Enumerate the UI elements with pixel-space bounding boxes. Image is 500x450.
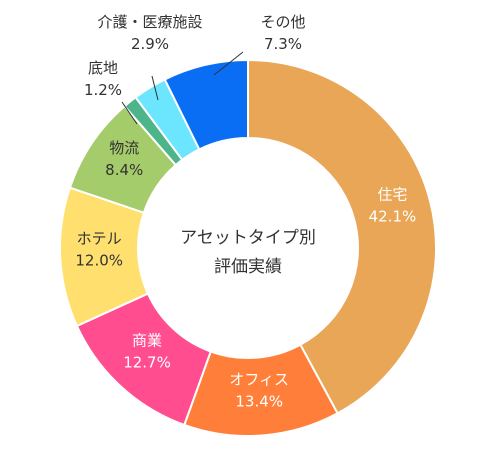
slice-label-商業: 商業 <box>132 332 162 350</box>
leader-lines-group <box>121 51 244 125</box>
slice-value-介護・医療施設: 2.9% <box>131 35 169 53</box>
slice-value-オフィス: 13.4% <box>235 393 283 411</box>
slice-label-オフィス: オフィス <box>229 371 289 389</box>
leader-line-底地 <box>121 101 138 125</box>
slice-label-物流: 物流 <box>109 139 139 157</box>
slice-label-住宅: 住宅 <box>377 185 407 203</box>
slice-label-底地: 底地 <box>88 59 118 77</box>
slice-value-商業: 12.7% <box>123 354 171 372</box>
slice-label-介護・医療施設: 介護・医療施設 <box>97 13 202 31</box>
slice-value-物流: 8.4% <box>105 161 143 179</box>
labels-group: 住宅 42.1% オフィス 13.4% 商業 12.7% ホテル 12.0% 物流 8.4% 底地 1… <box>75 13 416 411</box>
slice-value-ホテル: 12.0% <box>75 251 123 269</box>
slice-value-住宅: 42.1% <box>369 207 417 225</box>
leader-line-その他 <box>213 51 244 76</box>
slice-value-その他: 7.3% <box>264 35 302 53</box>
center-label-line-2: 評価実績 <box>214 257 282 277</box>
slice-label-ホテル: ホテル <box>77 229 122 247</box>
slice-住宅 <box>247 58 437 415</box>
leader-line-介護・医療施設 <box>151 75 159 101</box>
slice-label-その他: その他 <box>260 13 305 31</box>
slice-その他 <box>163 58 249 151</box>
slice-value-底地: 1.2% <box>84 81 122 99</box>
center-label-line-1: アセットタイプ別 <box>180 228 316 248</box>
slices-group <box>59 58 437 437</box>
